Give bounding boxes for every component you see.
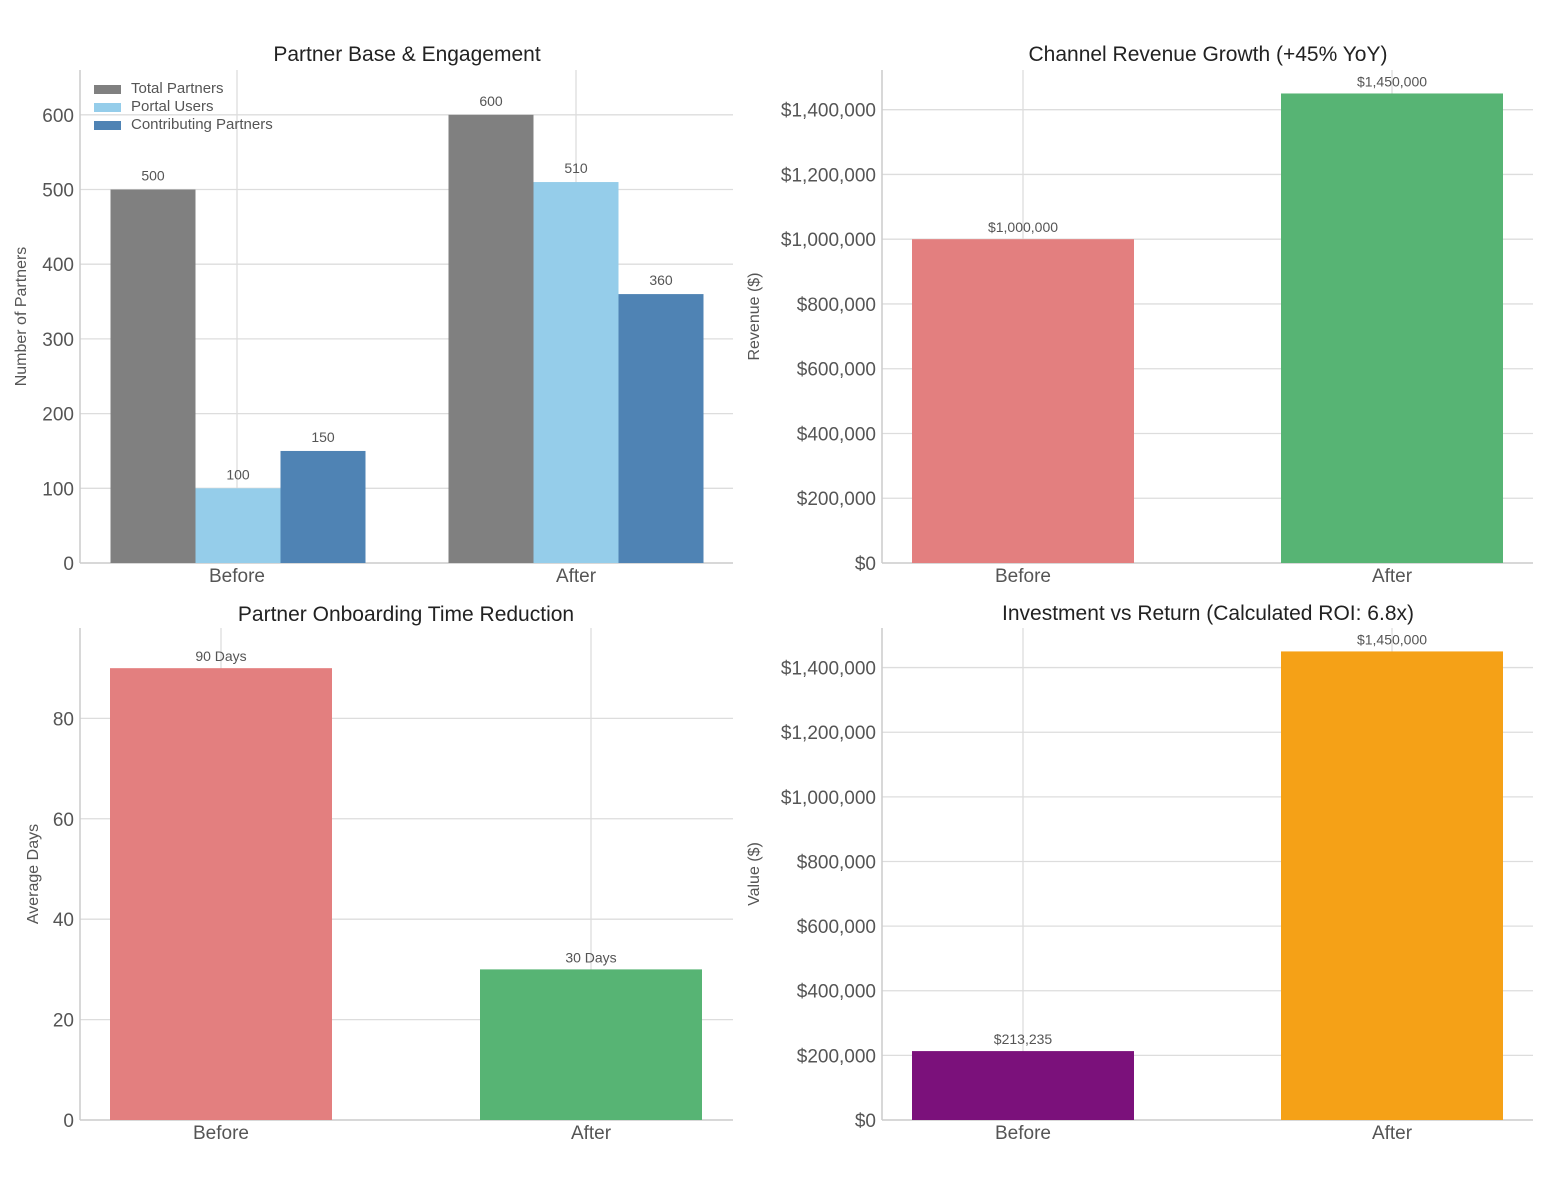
bar-value-label: 100: [226, 466, 250, 482]
bar-contributing-partners: [280, 450, 366, 563]
bar-value-label: 600: [479, 93, 503, 109]
y-axis-label: Value ($): [746, 842, 763, 906]
y-tick-label: $800,000: [797, 295, 876, 316]
bar-value-label: 360: [649, 272, 673, 288]
chart-title: Channel Revenue Growth (+45% YoY): [1029, 43, 1388, 66]
y-axis-label: Average Days: [25, 824, 42, 924]
x-category-label: Before: [995, 566, 1051, 587]
x-category-label: Before: [193, 1123, 249, 1144]
y-tick-label: 500: [42, 181, 74, 202]
y-axis-label: Number of Partners: [13, 247, 30, 387]
y-tick-label: $1,000,000: [781, 230, 876, 251]
y-tick-label: $1,200,000: [781, 165, 876, 186]
bar: [480, 969, 702, 1120]
y-tick-label: 200: [42, 405, 74, 426]
legend-label: Contributing Partners: [131, 116, 273, 133]
bar-value-label: 150: [311, 429, 335, 445]
legend-swatch: [94, 103, 121, 112]
bar: [912, 1051, 1134, 1120]
y-tick-label: $400,000: [797, 424, 876, 445]
legend-label: Total Partners: [131, 80, 224, 97]
y-tick-label: $1,200,000: [781, 723, 876, 744]
legend-swatch: [94, 85, 121, 94]
bar-total-partners: [110, 189, 196, 564]
y-tick-label: $200,000: [797, 1046, 876, 1067]
y-tick-label: 0: [63, 554, 74, 575]
chart-panel-2: $0 $200,000 $400,000 $600,000 $800,000 $1,000…: [746, 43, 1533, 587]
y-tick-label: $400,000: [797, 982, 876, 1003]
y-tick-label: $200,000: [797, 489, 876, 510]
y-tick-label: 400: [42, 255, 74, 276]
bar-value-label: 90 Days: [195, 648, 246, 664]
y-tick-label: $1,000,000: [781, 788, 876, 809]
y-tick-label: $1,400,000: [781, 101, 876, 122]
bar-portal-users: [195, 488, 281, 563]
bar-value-label: 30 Days: [565, 949, 616, 965]
bar: [912, 239, 1134, 563]
bar-value-label: $1,000,000: [988, 219, 1058, 235]
x-category-label: After: [1372, 566, 1413, 587]
x-category-label: Before: [995, 1123, 1051, 1144]
bar-value-label: $213,235: [994, 1031, 1053, 1047]
bar-value-label: $1,450,000: [1357, 73, 1427, 89]
bar: [110, 668, 332, 1120]
y-axis-label: Revenue ($): [746, 272, 763, 360]
y-tick-label: 80: [53, 709, 74, 730]
x-category-label: After: [1372, 1123, 1413, 1144]
bar: [1281, 93, 1503, 563]
y-tick-label: $0: [855, 554, 876, 575]
y-tick-label: 100: [42, 479, 74, 500]
y-tick-label: $0: [855, 1111, 876, 1132]
x-category-label: After: [556, 566, 597, 587]
chart-panel-4: $0 $200,000 $400,000 $600,000 $800,000 $1,000…: [746, 602, 1533, 1144]
bar-portal-users: [533, 182, 619, 563]
bar-value-label: 510: [564, 160, 588, 176]
bar: [1281, 651, 1503, 1120]
y-tick-label: $800,000: [797, 852, 876, 873]
y-tick-label: 40: [53, 910, 74, 931]
y-tick-label: $1,400,000: [781, 659, 876, 680]
bar-value-label: $1,450,000: [1357, 631, 1427, 647]
legend-label: Portal Users: [131, 98, 214, 115]
x-category-label: Before: [209, 566, 265, 587]
legend-swatch: [94, 121, 121, 130]
chart-panel-1: 0 100 200 300 400 500 600 Partner Base & Engage…: [13, 43, 733, 587]
bar-total-partners: [448, 114, 534, 564]
y-tick-label: 600: [42, 106, 74, 127]
y-tick-label: 20: [53, 1011, 74, 1032]
chart-title: Investment vs Return (Calculated ROI: 6.…: [1002, 602, 1414, 625]
chart-panel-3: 0 20 40 60 80 Partner Onboarding Time Reducti…: [25, 603, 733, 1144]
bar-value-label: 500: [141, 168, 165, 184]
y-tick-label: $600,000: [797, 360, 876, 381]
bar-contributing-partners: [618, 294, 704, 563]
y-tick-label: 0: [63, 1111, 74, 1132]
x-category-label: After: [571, 1123, 612, 1144]
y-tick-label: 300: [42, 330, 74, 351]
chart-title: Partner Base & Engagement: [273, 43, 540, 66]
y-tick-label: $600,000: [797, 917, 876, 938]
y-tick-label: 60: [53, 810, 74, 831]
chart-title: Partner Onboarding Time Reduction: [238, 603, 574, 626]
